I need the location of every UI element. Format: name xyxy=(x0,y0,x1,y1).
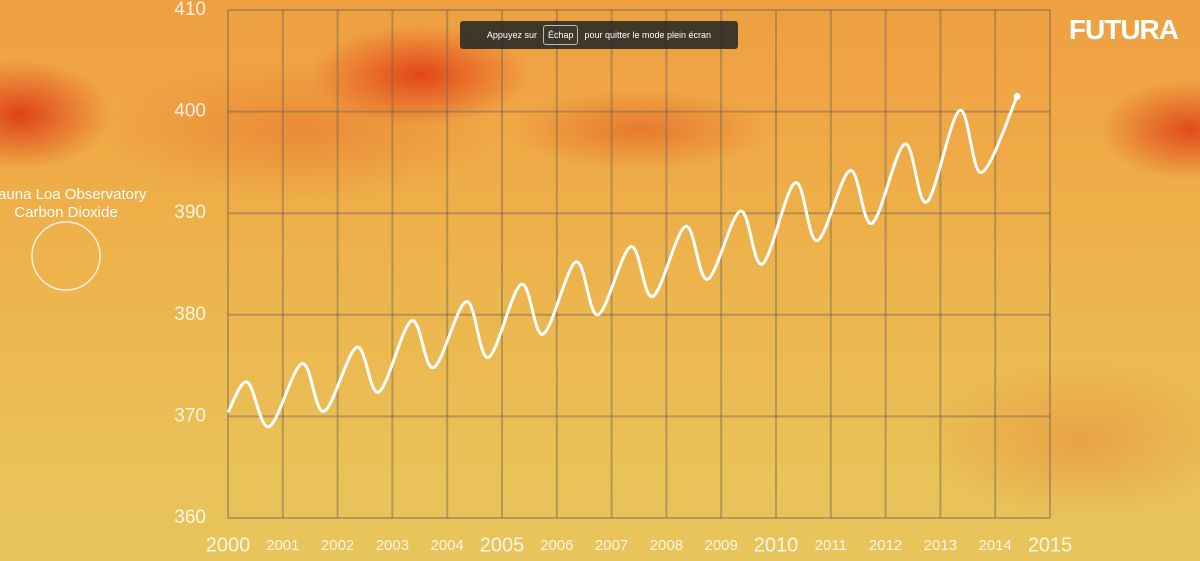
location-circle xyxy=(31,221,101,291)
x-tick-label: 2006 xyxy=(540,537,573,554)
x-tick-label: 2014 xyxy=(979,537,1012,554)
x-tick-label: 2012 xyxy=(869,537,902,554)
x-tick-label: 2001 xyxy=(266,537,299,554)
x-tick-label: 2011 xyxy=(815,537,847,554)
x-tick-label: 2009 xyxy=(705,537,738,554)
x-tick-label: 2002 xyxy=(321,537,354,554)
x-tick-label: 2008 xyxy=(650,537,683,554)
notice-text: Appuyez sur xyxy=(486,30,537,40)
end-point xyxy=(1013,92,1021,100)
x-tick-label: 2007 xyxy=(595,537,628,554)
data-line xyxy=(226,95,1019,429)
x-tick-label: 2000 xyxy=(206,534,251,556)
y-tick-label: 370 xyxy=(174,405,206,426)
logo: FUTURA xyxy=(1068,14,1179,45)
x-tick-label: 2005 xyxy=(480,534,525,556)
y-tick-label: 390 xyxy=(174,202,206,223)
key-hint: Échap xyxy=(542,25,579,45)
fullscreen-notice: Appuyez sur Échap pour quitter le mode p… xyxy=(460,21,738,49)
annotation: Mauna Loa Observatory xyxy=(0,186,147,203)
y-tick-label: 380 xyxy=(174,304,206,325)
annotation: Carbon Dioxide xyxy=(14,204,117,221)
y-tick-label: 410 xyxy=(174,0,206,20)
x-tick-label: 2015 xyxy=(1028,534,1073,556)
y-tick-label: 360 xyxy=(174,507,206,528)
y-tick-label: 400 xyxy=(174,101,206,122)
x-tick-label: 2004 xyxy=(431,537,464,554)
x-tick-label: 2010 xyxy=(754,534,799,556)
x-tick-label: 2013 xyxy=(924,537,957,554)
x-tick-label: 2003 xyxy=(376,537,409,554)
notice-text: pour quitter le mode plein écran xyxy=(584,30,712,40)
